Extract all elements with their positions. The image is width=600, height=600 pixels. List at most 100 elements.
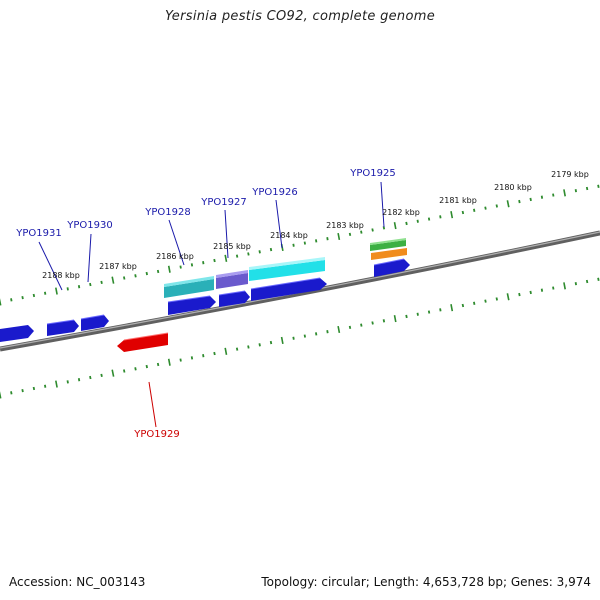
gene-label-ypo1927[interactable]: YPO1927: [200, 197, 246, 208]
kbp-label: 2188 kbp: [42, 271, 80, 280]
major-tick: [111, 276, 115, 284]
gene-arrow-ypo1929[interactable]: [117, 333, 168, 352]
minor-tick: [495, 204, 498, 208]
minor-tick: [416, 219, 419, 223]
minor-tick: [145, 364, 148, 369]
feature-block-purple-top: [216, 270, 248, 278]
major-tick: [55, 380, 58, 388]
gene-highlight: [123, 332, 169, 341]
kbp-label: 2180 kbp: [494, 183, 532, 192]
major-tick: [167, 358, 171, 366]
minor-tick: [269, 247, 273, 252]
major-tick: [563, 282, 566, 290]
minor-tick: [495, 297, 498, 301]
kbp-label: 2185 kbp: [213, 242, 251, 251]
leader-line-ypo1927: [224, 209, 229, 259]
minor-tick: [303, 334, 306, 338]
gene-label-ypo1925[interactable]: YPO1925: [349, 168, 395, 179]
minor-tick: [202, 354, 205, 358]
leader-line-ypo1930: [87, 233, 92, 283]
major-tick: [563, 189, 566, 197]
major-tick: [224, 347, 228, 355]
major-tick: [167, 265, 171, 273]
major-tick: [55, 287, 58, 295]
major-tick: [393, 315, 397, 323]
gene-arrow-ypo1926[interactable]: [251, 278, 327, 301]
minor-tick: [145, 271, 148, 276]
minor-tick: [190, 356, 194, 360]
minor-tick: [585, 186, 589, 191]
kbp-label: 2184 kbp: [270, 231, 308, 240]
gene-label-ypo1926[interactable]: YPO1926: [251, 187, 297, 198]
minor-tick: [597, 184, 600, 188]
minor-tick: [235, 254, 239, 258]
kbp-label: 2183 kbp: [326, 221, 364, 230]
minor-tick: [213, 351, 216, 356]
minor-tick: [179, 358, 182, 362]
major-tick: [450, 304, 454, 312]
feature-block-green[interactable]: [370, 240, 406, 251]
minor-tick: [405, 221, 408, 226]
gene-arrow-left-edge[interactable]: [0, 325, 34, 342]
minor-tick: [258, 343, 261, 347]
minor-tick: [461, 303, 465, 308]
minor-tick: [360, 323, 363, 327]
minor-tick: [484, 206, 487, 210]
feature-block-teal[interactable]: [164, 279, 214, 298]
feature-track: [164, 238, 407, 298]
minor-tick: [439, 308, 442, 312]
minor-tick: [405, 314, 408, 319]
minor-tick: [269, 340, 273, 345]
major-tick: [450, 211, 454, 219]
minor-tick: [473, 301, 476, 305]
feature-block-green-top: [370, 238, 406, 245]
kbp-label: 2182 kbp: [382, 208, 420, 217]
kbp-label: 2187 kbp: [99, 262, 137, 271]
minor-tick: [518, 292, 521, 297]
gene-label-ypo1928[interactable]: YPO1928: [144, 207, 190, 218]
minor-tick: [247, 252, 250, 256]
minor-tick: [292, 243, 295, 247]
minor-tick: [247, 345, 250, 349]
gene-label-ypo1929[interactable]: YPO1929: [133, 429, 179, 440]
minor-tick: [66, 287, 69, 291]
gene-arrow-ypo1931[interactable]: [47, 320, 79, 336]
feature-block-teal-top: [164, 276, 214, 287]
gene-label-ypo1930[interactable]: YPO1930: [66, 220, 112, 231]
minor-tick: [315, 332, 318, 336]
major-tick: [0, 298, 2, 306]
major-tick: [224, 254, 228, 262]
feature-block-purple[interactable]: [216, 273, 248, 289]
minor-tick: [134, 367, 137, 371]
feature-block-orange[interactable]: [371, 248, 407, 260]
leader-line-ypo1928: [168, 219, 185, 266]
accession-text: Accession: NC_003143: [9, 575, 146, 589]
minor-tick: [348, 232, 352, 236]
minor-tick: [10, 391, 13, 395]
gene-arrow-ypo1930[interactable]: [81, 315, 109, 331]
leader-line-ypo1926: [275, 199, 283, 249]
feature-block-cyan-top: [249, 257, 325, 270]
minor-tick: [382, 319, 386, 323]
minor-tick: [371, 228, 374, 232]
leader-line-ypo1929: [148, 381, 157, 428]
major-tick: [0, 391, 2, 399]
minor-tick: [461, 210, 465, 215]
minor-tick: [484, 299, 487, 303]
minor-tick: [540, 195, 544, 199]
minor-tick: [360, 230, 363, 234]
minor-tick: [552, 193, 555, 197]
minor-tick: [427, 310, 431, 314]
feature-block-cyan[interactable]: [249, 260, 325, 281]
major-tick: [280, 336, 284, 345]
gene-label-ypo1931[interactable]: YPO1931: [15, 228, 61, 239]
gene-arrow-ypo1927[interactable]: [219, 291, 250, 307]
major-tick: [506, 293, 510, 301]
minor-tick: [21, 296, 24, 300]
genome-summary-text: Topology: circular; Length: 4,653,728 bp…: [261, 575, 591, 589]
minor-tick: [89, 282, 92, 287]
minor-tick: [32, 386, 36, 391]
minor-tick: [77, 378, 81, 382]
minor-tick: [66, 380, 69, 384]
map-title: Yersinia pestis CO92, complete genome: [164, 9, 435, 24]
